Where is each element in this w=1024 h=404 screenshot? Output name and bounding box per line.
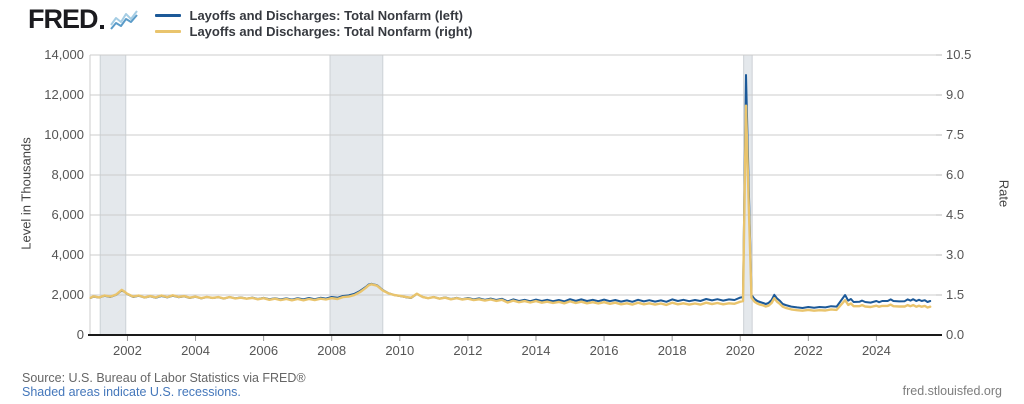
recession-band [99, 54, 127, 336]
right-axis-title: Rate [996, 179, 1012, 208]
fred-logo-dot [99, 25, 104, 29]
recession-note-link[interactable]: Shaded areas indicate U.S. recessions. [22, 385, 241, 399]
series-line-right [89, 104, 932, 312]
fred-logo[interactable]: FRED [28, 4, 145, 34]
left-axis-title: Level in Thousands [18, 137, 34, 250]
legend-item-right: Layoffs and Discharges: Total Nonfarm (r… [154, 23, 473, 39]
legend-label: Layoffs and Discharges: Total Nonfarm (l… [189, 7, 464, 23]
fred-site-link[interactable]: fred.stlouisfed.org [902, 384, 1002, 398]
recession-band [329, 54, 384, 336]
legend-label: Layoffs and Discharges: Total Nonfarm (r… [189, 23, 473, 39]
source-text: Source: U.S. Bureau of Labor Statistics … [22, 371, 306, 385]
legend-swatch [154, 29, 181, 33]
series-line-left [89, 74, 932, 309]
legend-item-left: Layoffs and Discharges: Total Nonfarm (l… [154, 7, 473, 23]
legend-swatch [154, 13, 181, 17]
fred-logo-text: FRED [28, 4, 98, 34]
legend: Layoffs and Discharges: Total Nonfarm (l… [154, 7, 473, 39]
chart-header: FRED Layoffs and Discharges: Total Nonfa… [28, 5, 472, 39]
sparkline-chart-icon [109, 10, 138, 30]
